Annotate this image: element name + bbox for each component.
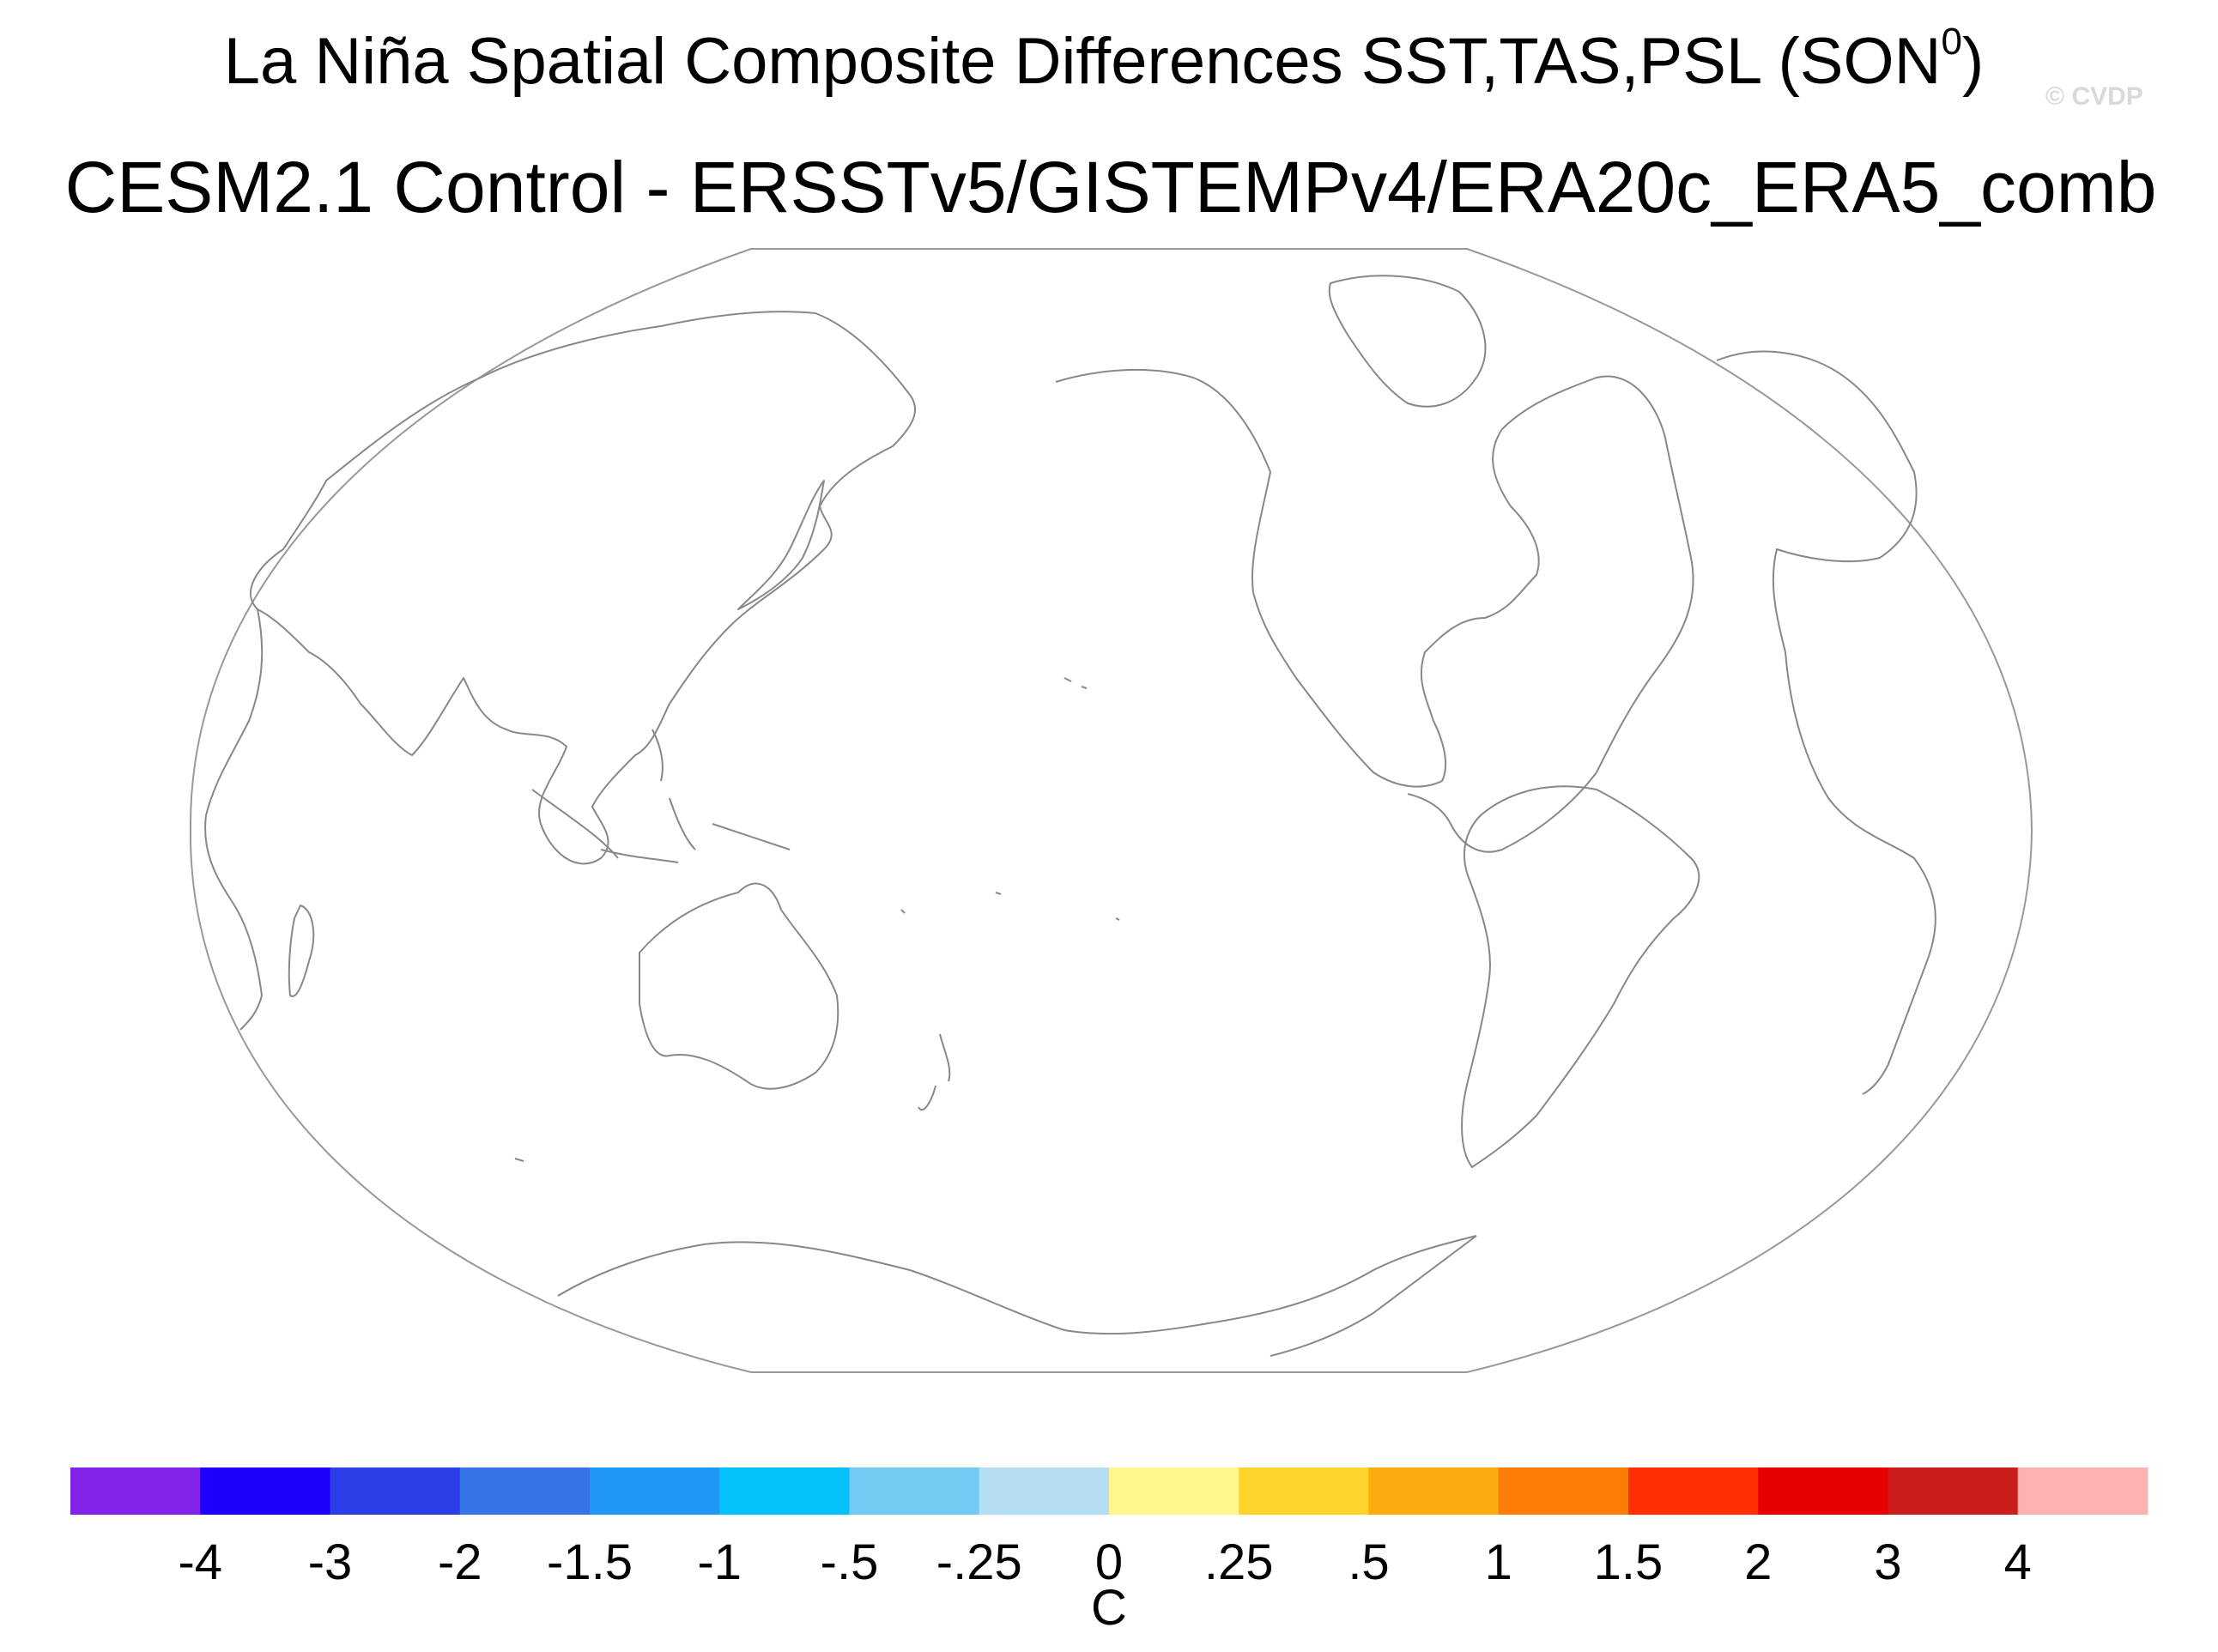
coastline-madagascar <box>288 905 315 997</box>
colorbar-tick-label: 4 <box>2004 1534 2032 1590</box>
colorbar-swatch <box>849 1467 980 1515</box>
title-line1-close: ) <box>1961 25 1985 98</box>
colorbar-swatch <box>1109 1467 1239 1515</box>
colorbar-swatch <box>1498 1467 1629 1515</box>
colorbar-tick-label: -1.5 <box>547 1534 633 1590</box>
coastline-japan <box>737 480 825 610</box>
colorbar-tick-label: -2 <box>438 1534 482 1590</box>
colorbar-tick-label: .5 <box>1348 1534 1389 1590</box>
colorbar-tick-label: 2 <box>1744 1534 1772 1590</box>
colorbar-swatch <box>459 1467 591 1515</box>
colorbar-swatch <box>590 1467 720 1515</box>
colorbar-tick-label: 3 <box>1874 1534 1901 1590</box>
colorbar-swatch <box>1239 1467 1369 1515</box>
coastline-north-america <box>1055 368 1694 853</box>
colorbar-tick-label: -.25 <box>936 1534 1022 1590</box>
chart-subtitle: CESM2.1 Control - ERSSTv5/GISTEMPv4/ERA2… <box>64 147 2157 227</box>
coastline-new-zealand <box>918 1033 951 1111</box>
colorbar-tick-label: 1.5 <box>1594 1534 1664 1590</box>
colorbar-swatch <box>70 1467 201 1515</box>
map-boundary <box>189 248 2033 1373</box>
colorbar-swatch <box>719 1467 850 1515</box>
colorbar-swatch <box>979 1467 1110 1515</box>
coastline-australia <box>639 882 839 1090</box>
colorbar-swatch <box>1888 1467 2019 1515</box>
coastline-south-america <box>1461 785 1700 1168</box>
cvdp-watermark: © CVDP <box>2045 82 2143 111</box>
title-line1-text: La Niña Spatial Composite Differences SS… <box>223 25 1942 98</box>
colorbar-tick-label: -1 <box>697 1534 742 1590</box>
colorbar-swatch <box>330 1467 461 1515</box>
colorbar-units-label: C <box>1091 1580 1127 1636</box>
colorbar-swatch <box>1758 1467 1888 1515</box>
colorbar-tick-label: -4 <box>178 1534 222 1590</box>
coastline-indonesia <box>531 729 791 863</box>
colorbar-tick-label: -3 <box>308 1534 353 1590</box>
chart-title: La Niña Spatial Composite Differences SS… <box>0 20 2213 99</box>
coastline-antarctica <box>557 1235 1477 1357</box>
world-map <box>189 248 2033 1373</box>
colorbar: -4 -3 -2 -1.5 -1 -.5 -.25 0 .25 .5 1 1.5 2 3 4 <box>70 1467 2148 1590</box>
coastline-africa <box>204 608 264 1031</box>
coastline-islands <box>514 677 1120 1162</box>
coastline-eurasia <box>249 311 916 865</box>
colorbar-swatch <box>2017 1467 2148 1515</box>
colorbar-swatch <box>1368 1467 1500 1515</box>
coastline-greenland <box>1328 275 1487 408</box>
colorbar-swatch <box>1628 1467 1759 1515</box>
colorbar-tick-label: 0 <box>1095 1534 1123 1590</box>
colorbar-tick-label: 1 <box>1485 1534 1512 1590</box>
title-superscript: 0 <box>1941 20 1962 63</box>
colorbar-tick-label: .25 <box>1204 1534 1274 1590</box>
colorbar-swatch <box>200 1467 330 1515</box>
coastline-europe-africa-west <box>1716 350 1936 1095</box>
colorbar-tick-label: -.5 <box>821 1534 879 1590</box>
